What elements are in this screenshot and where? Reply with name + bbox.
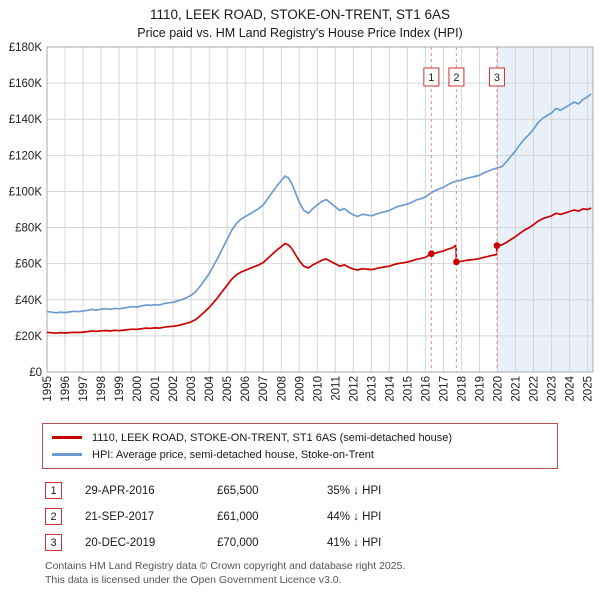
transaction-hpi-delta: 44% ↓ HPI bbox=[327, 510, 382, 523]
transaction-row: 2 21-SEP-2017 £61,000 44% ↓ HPI bbox=[45, 508, 600, 525]
transaction-date: 29-APR-2016 bbox=[85, 484, 155, 497]
svg-text:2020: 2020 bbox=[492, 376, 504, 402]
svg-text:2015: 2015 bbox=[402, 376, 414, 402]
svg-text:2010: 2010 bbox=[312, 376, 324, 402]
svg-text:£80K: £80K bbox=[15, 223, 42, 235]
svg-text:2023: 2023 bbox=[547, 376, 559, 402]
svg-text:1996: 1996 bbox=[60, 376, 72, 402]
svg-text:£40K: £40K bbox=[15, 295, 42, 307]
svg-text:£60K: £60K bbox=[15, 259, 42, 271]
transaction-list: 1 29-APR-2016 £65,500 35% ↓ HPI 2 21-SEP… bbox=[45, 482, 600, 551]
svg-text:£100K: £100K bbox=[9, 186, 43, 198]
svg-text:2016: 2016 bbox=[420, 376, 432, 402]
legend-item-label: 1110, LEEK ROAD, STOKE-ON-TRENT, ST1 6AS… bbox=[92, 431, 453, 444]
svg-text:2003: 2003 bbox=[186, 376, 198, 402]
transaction-number-badge: 1 bbox=[45, 482, 62, 499]
svg-text:£140K: £140K bbox=[9, 114, 43, 126]
svg-text:1998: 1998 bbox=[96, 376, 108, 402]
transaction-date: 21-SEP-2017 bbox=[85, 510, 155, 523]
svg-text:2000: 2000 bbox=[132, 376, 144, 402]
svg-text:2005: 2005 bbox=[222, 376, 234, 402]
svg-text:2024: 2024 bbox=[565, 375, 577, 401]
page-root: 1110, LEEK ROAD, STOKE-ON-TRENT, ST1 6AS… bbox=[0, 7, 600, 587]
chart-legend: 1110, LEEK ROAD, STOKE-ON-TRENT, ST1 6AS… bbox=[42, 423, 558, 469]
page-subtitle: Price paid vs. HM Land Registry's House … bbox=[137, 26, 463, 40]
svg-text:1995: 1995 bbox=[42, 376, 54, 402]
footer-line-2: This data is licensed under the Open Gov… bbox=[45, 573, 342, 586]
footer-copyright: Contains HM Land Registry data © Crown c… bbox=[45, 560, 600, 587]
svg-text:2007: 2007 bbox=[258, 376, 270, 402]
svg-text:2004: 2004 bbox=[204, 375, 216, 401]
svg-text:2006: 2006 bbox=[240, 376, 252, 402]
svg-text:1: 1 bbox=[428, 72, 434, 84]
svg-text:2009: 2009 bbox=[294, 376, 306, 402]
legend-item-label: HPI: Average price, semi-detached house,… bbox=[92, 448, 374, 461]
svg-text:£0: £0 bbox=[29, 367, 42, 379]
legend-item-hpi: HPI: Average price, semi-detached house,… bbox=[52, 446, 548, 463]
svg-text:2001: 2001 bbox=[150, 376, 162, 402]
transaction-number-badge: 2 bbox=[45, 508, 62, 525]
svg-text:1999: 1999 bbox=[114, 376, 126, 402]
transaction-price: £65,500 bbox=[217, 484, 259, 497]
svg-text:2021: 2021 bbox=[511, 376, 523, 402]
transaction-date: 20-DEC-2019 bbox=[85, 536, 156, 549]
svg-text:2017: 2017 bbox=[438, 376, 450, 402]
svg-text:2012: 2012 bbox=[348, 376, 360, 402]
svg-text:2008: 2008 bbox=[276, 376, 288, 402]
svg-text:2013: 2013 bbox=[366, 376, 378, 402]
svg-text:£160K: £160K bbox=[9, 78, 43, 90]
transaction-hpi-delta: 41% ↓ HPI bbox=[327, 536, 382, 549]
page-title: 1110, LEEK ROAD, STOKE-ON-TRENT, ST1 6AS bbox=[149, 7, 451, 22]
transaction-price: £61,000 bbox=[217, 510, 259, 523]
svg-text:2011: 2011 bbox=[330, 376, 342, 401]
svg-text:2002: 2002 bbox=[168, 376, 180, 402]
svg-text:2014: 2014 bbox=[384, 375, 396, 401]
legend-item-property: 1110, LEEK ROAD, STOKE-ON-TRENT, ST1 6AS… bbox=[52, 429, 548, 446]
svg-text:£180K: £180K bbox=[9, 42, 43, 54]
hpi-line-swatch bbox=[52, 453, 82, 456]
svg-text:3: 3 bbox=[494, 72, 500, 84]
svg-text:2: 2 bbox=[453, 72, 459, 84]
property-line-swatch bbox=[52, 436, 82, 439]
svg-text:2025: 2025 bbox=[583, 376, 595, 402]
transaction-number-badge: 3 bbox=[45, 534, 62, 551]
svg-text:2018: 2018 bbox=[456, 376, 468, 402]
price-chart: 1 2 3 £0 £20K £40K £60K £80K £100K £120K £140K £160… bbox=[9, 42, 595, 402]
svg-text:2019: 2019 bbox=[474, 376, 486, 402]
footer-line-1: Contains HM Land Registry data © Crown c… bbox=[45, 560, 406, 572]
transaction-hpi-delta: 35% ↓ HPI bbox=[327, 484, 382, 497]
svg-text:£20K: £20K bbox=[15, 331, 42, 343]
transaction-row: 3 20-DEC-2019 £70,000 41% ↓ HPI bbox=[45, 534, 600, 551]
svg-text:£120K: £120K bbox=[9, 150, 43, 162]
transaction-price: £70,000 bbox=[217, 536, 259, 549]
svg-text:1997: 1997 bbox=[78, 376, 90, 402]
svg-text:2022: 2022 bbox=[529, 376, 541, 402]
transaction-row: 1 29-APR-2016 £65,500 35% ↓ HPI bbox=[45, 482, 600, 499]
